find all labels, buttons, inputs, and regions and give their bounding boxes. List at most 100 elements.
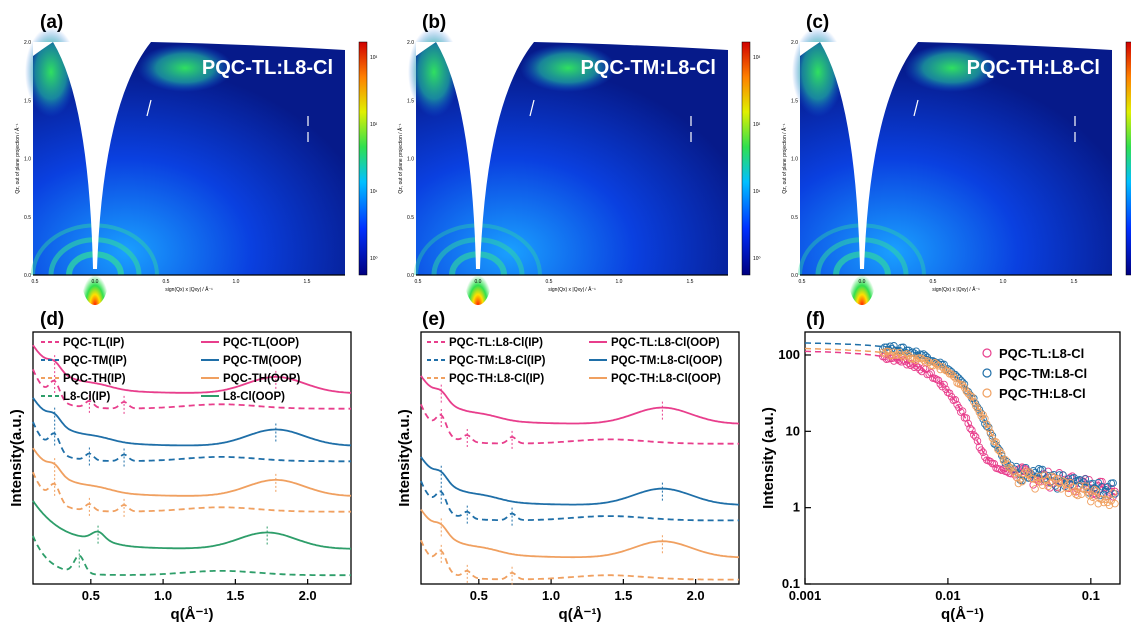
data-point: [1033, 476, 1041, 484]
data-point: [919, 364, 928, 372]
data-point: [940, 380, 948, 389]
map-y-tick: 2.0: [407, 40, 414, 46]
x-axis-label: q(Å⁻¹): [171, 606, 214, 623]
data-point: [936, 365, 945, 374]
series-line: [420, 456, 740, 506]
data-point: [1020, 469, 1028, 478]
data-point: [1105, 501, 1114, 510]
x-tick-label: 0.5: [470, 588, 488, 603]
data-point: [927, 357, 935, 365]
fit-line: [804, 347, 1114, 500]
map-x-label: sign(Qx) x |Qxy| / Å⁻¹: [932, 286, 980, 293]
map-y-tick: 0.5: [791, 215, 798, 221]
gixd-map-c: PQC-TH:L8-Cl0.5 0.0 0.5 1.0 1.50.00.51.01.52…: [781, 27, 1131, 305]
data-point: [968, 392, 976, 401]
data-point: [979, 448, 987, 457]
legend-label: PQC-TM(OOP): [223, 355, 302, 367]
colorbar-tick: 10²: [370, 122, 378, 128]
legend-label: PQC-TH:L8-Cl(OOP): [611, 373, 721, 385]
data-point: [932, 375, 941, 384]
map-title: PQC-TH:L8-Cl: [967, 57, 1100, 79]
map-y-tick: 0.0: [791, 273, 798, 279]
data-point: [1096, 491, 1104, 500]
map-blob-top: [520, 44, 616, 92]
data-point: [990, 460, 998, 468]
top-edge-mask: [918, 42, 1112, 50]
data-point: [1098, 477, 1106, 486]
map-y-tick: 2.0: [24, 40, 31, 46]
series-line: [32, 535, 351, 577]
data-point: [986, 457, 995, 466]
data-point: [984, 424, 993, 433]
map-y-tick: 1.5: [407, 98, 414, 104]
data-point: [966, 391, 974, 400]
x-axis-label: q(Å⁻¹): [559, 606, 602, 623]
data-point: [1012, 462, 1021, 471]
data-point: [962, 387, 971, 396]
colorbar-tick: 10¹: [370, 189, 378, 195]
legend-label: PQC-TM(IP): [63, 355, 127, 367]
map-y-tick: 2.0: [791, 40, 798, 46]
data-point: [966, 424, 974, 433]
data-point: [997, 449, 1006, 458]
y-axis-label: Intensity(a.u.): [8, 409, 25, 507]
plot-frame: [420, 331, 740, 585]
data-point: [1009, 467, 1017, 475]
data-point: [1049, 473, 1058, 482]
data-point: [1077, 480, 1086, 488]
x-tick-label: 1.0: [154, 588, 172, 603]
data-point: [996, 447, 1004, 456]
chart-e: 0.5 1.0 1.5 2.0 q(Å⁻¹) Intensity(a.u.) PQC-TL:…: [396, 331, 740, 623]
data-point: [1059, 471, 1067, 479]
map-title: PQC-TL:L8-Cl: [202, 57, 333, 79]
data-point: [1094, 499, 1103, 508]
legend-label: PQC-TH:L8-Cl(IP): [449, 373, 544, 385]
y-tick-label: 10: [786, 423, 800, 438]
map-x-label: sign(Qx) x |Qxy| / Å⁻¹: [548, 286, 596, 293]
data-point: [1088, 493, 1097, 501]
top-edge-mask: [151, 42, 345, 50]
data-point: [1010, 469, 1019, 478]
data-point: [1090, 485, 1099, 494]
colorbar-tick: 10²: [753, 122, 761, 128]
colorbar: [741, 41, 751, 276]
data-point: [957, 408, 965, 416]
colorbar-tick: 10³: [753, 55, 761, 61]
map-x-tick: 1.0: [616, 279, 623, 285]
data-point: [1064, 489, 1073, 497]
map-y-tick: 0.0: [24, 273, 31, 279]
data-point: [914, 363, 922, 372]
map-x-tick: 0.0: [92, 279, 99, 285]
data-point: [1085, 491, 1093, 499]
y-axis-label: Intensity (a.u.): [760, 407, 777, 509]
legend-label: PQC-TM:L8-Cl(OOP): [611, 355, 722, 367]
data-point: [1035, 465, 1043, 473]
map-x-tick: 0.5: [930, 279, 937, 285]
corner-mask: [800, 42, 820, 56]
data-point: [912, 356, 920, 365]
missing-wedge: [800, 42, 918, 269]
map-y-tick: 1.5: [791, 98, 798, 104]
gixd-map-a: PQC-TL:L8-Cl0.5 0.0 0.5 1.0 1.50.00.51.01.52…: [14, 27, 378, 305]
panel-label-d: (d): [40, 309, 64, 330]
data-point: [986, 428, 995, 437]
series-line: [420, 375, 740, 425]
data-point: [1085, 489, 1093, 497]
data-point: [905, 359, 913, 367]
data-point: [968, 426, 976, 434]
data-point: [1109, 479, 1117, 487]
data-point: [1092, 487, 1101, 495]
data-point: [1061, 482, 1069, 491]
data-point: [910, 354, 919, 362]
data-point: [1068, 483, 1077, 491]
data-point: [1001, 455, 1010, 464]
data-point: [940, 365, 948, 373]
data-point: [945, 389, 954, 397]
map-x-tick: 0.5: [32, 279, 39, 285]
missing-wedge: [416, 42, 534, 269]
legend-label: PQC-TL:L8-Cl(IP): [449, 337, 543, 349]
data-point: [1090, 489, 1099, 498]
map-y-tick: 0.5: [407, 215, 414, 221]
data-point: [1046, 484, 1054, 492]
